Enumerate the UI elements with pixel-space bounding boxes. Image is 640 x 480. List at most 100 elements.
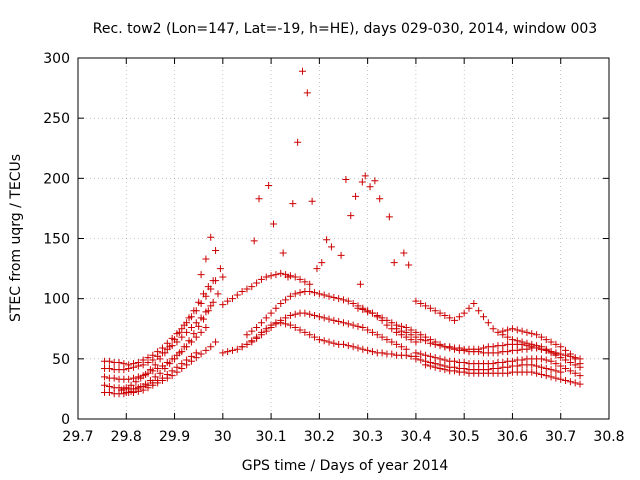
data-point: [228, 346, 236, 354]
data-point: [144, 358, 152, 366]
data-point: [359, 305, 367, 313]
data-point: [178, 333, 186, 341]
data-point: [368, 348, 376, 356]
data-point: [537, 363, 545, 371]
data-point: [436, 342, 444, 350]
data-point: [187, 324, 195, 332]
data-point: [166, 360, 174, 368]
data-point: [120, 366, 128, 374]
data-point: [455, 313, 463, 321]
data-point: [168, 372, 176, 380]
y-tick-label: 50: [52, 352, 70, 368]
data-point: [504, 363, 512, 371]
data-point: [101, 381, 109, 389]
x-tick-label: 30.7: [545, 429, 576, 445]
data-point: [130, 363, 138, 371]
data-point: [342, 176, 350, 184]
data-point: [422, 302, 430, 310]
data-point: [257, 319, 265, 327]
data-point: [139, 361, 147, 369]
data-point: [224, 297, 232, 305]
data-point: [335, 318, 343, 326]
data-point: [144, 384, 152, 392]
data-point: [180, 343, 188, 351]
data-point: [460, 358, 468, 366]
data-point: [282, 314, 290, 322]
data-point: [272, 320, 280, 328]
data-point: [117, 386, 125, 394]
data-point: [146, 376, 154, 384]
data-point: [216, 265, 224, 273]
data-point: [499, 342, 507, 350]
data-point: [296, 326, 304, 334]
data-point: [484, 319, 492, 327]
chart-title: Rec. tow2 (Lon=147, Lat=-19, h=HE), days…: [93, 21, 597, 37]
data-point: [137, 374, 145, 382]
data-point: [180, 321, 188, 329]
data-point: [504, 348, 512, 356]
data-point: [347, 212, 355, 220]
data-point: [356, 280, 364, 288]
data-point: [105, 389, 113, 397]
data-point: [149, 356, 157, 364]
data-point: [139, 386, 147, 394]
data-point: [402, 345, 410, 353]
data-point: [446, 344, 454, 352]
data-point: [566, 358, 574, 366]
data-point: [557, 343, 565, 351]
data-point: [330, 293, 338, 301]
data-point: [175, 349, 183, 357]
data-point: [393, 325, 401, 333]
data-point: [364, 346, 372, 354]
data-point: [523, 339, 531, 347]
data-point: [291, 290, 299, 298]
data-point: [431, 354, 439, 362]
data-point: [279, 249, 287, 257]
data-point: [571, 361, 579, 369]
data-point: [262, 273, 270, 281]
data-point: [475, 307, 483, 315]
data-point: [209, 298, 217, 306]
data-point: [378, 314, 386, 322]
data-point: [508, 336, 516, 344]
data-point: [359, 324, 367, 332]
data-point: [405, 261, 413, 269]
data-point: [412, 297, 420, 305]
data-point: [284, 273, 292, 281]
data-point: [542, 356, 550, 364]
data-point: [460, 368, 468, 376]
data-point: [277, 299, 285, 307]
y-tick-label: 150: [43, 232, 70, 248]
data-point: [134, 362, 142, 370]
data-point: [376, 195, 384, 203]
data-point: [142, 380, 150, 388]
data-point: [566, 367, 574, 375]
data-point: [286, 292, 294, 300]
data-point: [250, 237, 258, 245]
data-point: [238, 343, 246, 351]
data-point: [513, 326, 521, 334]
data-point: [547, 338, 555, 346]
data-point: [253, 279, 261, 287]
data-point: [552, 374, 560, 382]
data-point: [265, 182, 273, 190]
data-point: [388, 319, 396, 327]
data-point: [340, 319, 347, 327]
data-point: [542, 364, 550, 372]
data-point: [151, 373, 159, 381]
data-point: [120, 360, 128, 368]
data-point: [296, 289, 304, 297]
data-point: [571, 379, 579, 387]
data-point: [178, 325, 186, 333]
data-point: [422, 337, 430, 345]
x-tick-label: 29.7: [62, 429, 93, 445]
data-point: [125, 375, 133, 383]
data-point: [149, 381, 157, 389]
data-point: [479, 313, 487, 321]
data-point: [306, 287, 314, 295]
data-point: [441, 312, 449, 320]
data-point: [552, 367, 560, 375]
data-point: [557, 362, 565, 370]
x-tick-label: 30.2: [304, 429, 335, 445]
